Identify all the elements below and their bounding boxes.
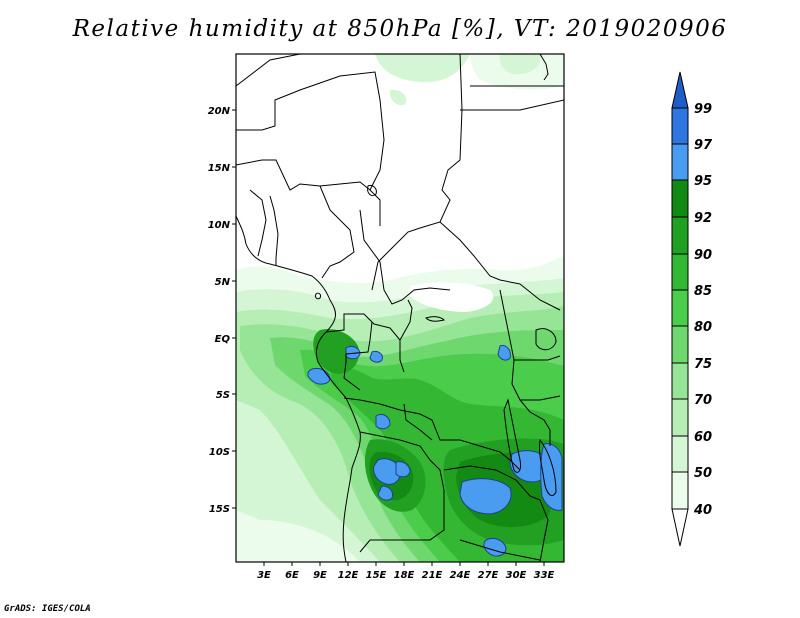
lat-label: 10N xyxy=(208,220,231,231)
humidity-patch xyxy=(499,54,541,75)
country-border xyxy=(371,54,463,291)
humidity-peak xyxy=(369,351,383,363)
colorbar-label: 90 xyxy=(694,248,712,263)
latitude-axis: 20N 15N 10N 5N EQ 5S 10S 15S xyxy=(208,106,236,515)
lat-label: 10S xyxy=(209,447,230,458)
humidity-region-90 xyxy=(313,328,360,374)
colorbar-swatch xyxy=(671,179,689,218)
colorbar-swatch xyxy=(671,143,689,181)
lon-label: 24E xyxy=(450,570,471,581)
map-title: Relative humidity at 850hPa [%], VT: 201… xyxy=(72,16,728,42)
coastline xyxy=(236,215,361,562)
colorbar-label: 85 xyxy=(694,284,712,299)
country-border xyxy=(439,221,521,285)
colorbar-swatch xyxy=(671,325,689,364)
colorbar-label: 70 xyxy=(694,393,712,408)
footer-credit: GrADS: IGES/COLA xyxy=(4,604,91,614)
country-border xyxy=(499,289,551,446)
lon-label: 9E xyxy=(313,570,327,581)
lat-label: 20N xyxy=(208,106,231,117)
colorbar-swatch xyxy=(671,253,689,291)
colorbar-label: 92 xyxy=(694,211,712,226)
lon-label: 15E xyxy=(366,570,387,581)
lon-label: 18E xyxy=(394,570,415,581)
country-border xyxy=(325,313,405,373)
colorbar-label: 60 xyxy=(694,430,712,445)
colorbar-swatch xyxy=(671,471,689,510)
colorbar-swatch xyxy=(671,398,689,437)
longitude-axis: 3E 6E 9E 12E 15E 18E 21E 24E 27E 30E 33E xyxy=(257,562,555,581)
lake-outline xyxy=(539,438,557,496)
country-border xyxy=(403,403,433,441)
humidity-peak xyxy=(540,443,563,511)
lon-label: 6E xyxy=(285,570,299,581)
humidity-field xyxy=(236,54,564,562)
humidity-peak xyxy=(345,345,361,360)
lat-label: 15N xyxy=(208,163,231,174)
country-border xyxy=(460,99,564,111)
colorbar-top-arrow xyxy=(671,71,689,109)
humidity-peak xyxy=(375,413,391,430)
country-border xyxy=(236,71,385,191)
humidity-peak xyxy=(497,345,511,361)
humidity-peak xyxy=(377,485,393,501)
colorbar-label: 80 xyxy=(694,320,712,335)
colorbar-swatch xyxy=(671,289,689,327)
colorbar-label: 99 xyxy=(694,102,712,117)
country-border xyxy=(269,195,279,266)
humidity-patch xyxy=(389,89,407,106)
country-border xyxy=(399,299,413,341)
colorbar-label: 40 xyxy=(693,503,712,518)
country-border xyxy=(249,189,267,257)
country-border xyxy=(343,321,373,391)
lon-label: 27E xyxy=(478,570,499,581)
humidity-peak xyxy=(395,461,411,478)
colorbar-swatch xyxy=(671,435,689,473)
colorbar-label: 75 xyxy=(694,357,712,372)
lon-label: 30E xyxy=(506,570,527,581)
lat-label: 5N xyxy=(215,277,231,288)
lon-label: 21E xyxy=(422,570,443,581)
lake-outline xyxy=(503,398,521,473)
lat-label: 5S xyxy=(216,390,230,401)
island-outline xyxy=(315,292,321,300)
country-border xyxy=(519,283,561,311)
country-border xyxy=(459,539,541,561)
lake-outline xyxy=(367,185,377,197)
country-border xyxy=(236,54,301,87)
island-outline xyxy=(425,316,445,322)
dry-region xyxy=(410,282,494,312)
country-border xyxy=(539,499,549,562)
colorbar-label: 95 xyxy=(694,174,712,189)
lon-label: 3E xyxy=(257,570,271,581)
humidity-patch xyxy=(375,54,470,83)
humidity-peak xyxy=(307,367,331,385)
colorbar-swatch xyxy=(671,107,689,145)
country-border xyxy=(359,209,451,305)
humidity-peak xyxy=(373,458,401,485)
lat-label: EQ xyxy=(215,334,231,345)
map-frame xyxy=(235,53,565,563)
country-border xyxy=(236,159,381,226)
lon-label: 33E xyxy=(534,570,555,581)
lat-label: 15S xyxy=(209,504,230,515)
lon-label: 12E xyxy=(338,570,359,581)
colorbar-swatch xyxy=(671,216,689,255)
colorbar-bottom-arrow xyxy=(671,508,689,547)
boundaries xyxy=(236,54,564,562)
country-border xyxy=(443,465,541,501)
colorbar-label: 97 xyxy=(694,138,713,153)
colorbar: 99 97 95 92 90 85 80 75 70 60 50 40 xyxy=(671,71,713,547)
lake-outline xyxy=(535,328,557,351)
country-border xyxy=(520,395,561,401)
coastline xyxy=(539,54,549,81)
country-border xyxy=(343,397,521,471)
country-border xyxy=(319,185,355,279)
country-border xyxy=(359,431,445,553)
country-border xyxy=(514,355,561,361)
colorbar-label: 50 xyxy=(694,466,712,481)
humidity-peak xyxy=(459,478,512,515)
colorbar-swatch xyxy=(671,362,689,400)
